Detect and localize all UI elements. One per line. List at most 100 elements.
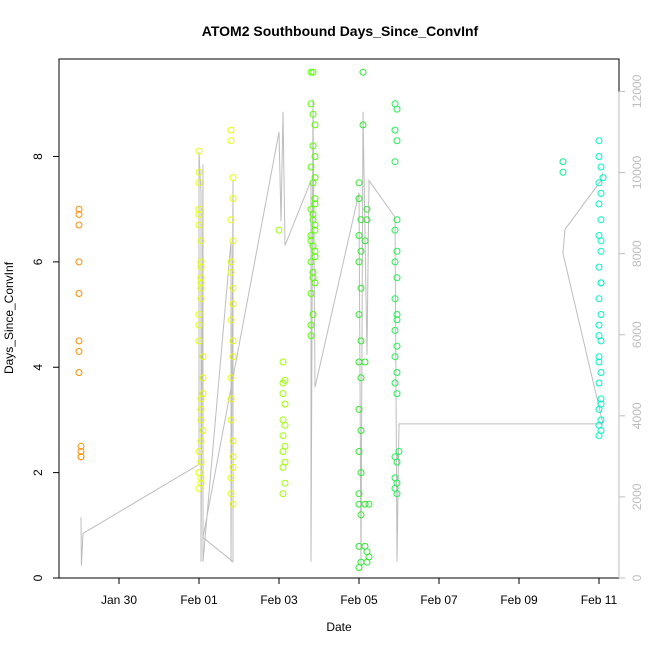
data-point xyxy=(597,163,605,171)
data-point xyxy=(195,205,203,213)
data-point xyxy=(229,237,237,245)
data-point xyxy=(195,448,203,455)
data-point xyxy=(229,353,237,361)
data-point xyxy=(229,284,237,292)
data-point xyxy=(307,258,315,266)
data-point xyxy=(391,326,399,334)
data-point xyxy=(597,189,605,197)
data-point xyxy=(275,226,283,234)
data-point xyxy=(597,216,605,224)
data-point xyxy=(195,147,203,155)
data-point xyxy=(75,221,83,229)
data-point xyxy=(281,421,289,429)
data-point xyxy=(307,100,315,108)
data-point xyxy=(597,311,605,318)
data-point xyxy=(595,137,603,145)
data-point xyxy=(393,216,401,224)
data-point xyxy=(197,258,205,266)
data-point xyxy=(75,369,83,376)
series-3 xyxy=(307,68,319,340)
data-point xyxy=(393,137,401,145)
data-point xyxy=(393,390,401,398)
data-point xyxy=(229,174,237,182)
data-point xyxy=(307,232,315,239)
data-point xyxy=(197,405,205,413)
data-point xyxy=(309,274,317,282)
data-point xyxy=(391,295,399,303)
data-point xyxy=(357,337,365,345)
data-point xyxy=(391,126,399,134)
data-point xyxy=(197,274,205,282)
data-point xyxy=(229,300,237,308)
data-point xyxy=(355,448,363,455)
data-point xyxy=(75,210,83,218)
data-point xyxy=(281,479,289,487)
data-point xyxy=(595,179,603,187)
data-point xyxy=(309,210,317,218)
x-axis: Jan 30 Feb 01 Feb 03 Feb 05 Feb 07 Feb 09 Feb … xyxy=(101,578,618,607)
points-layer xyxy=(75,68,607,571)
data-point xyxy=(597,400,605,408)
data-point xyxy=(197,284,205,292)
data-point xyxy=(279,432,287,440)
data-point xyxy=(227,416,235,424)
y-tick-label: 8 xyxy=(31,153,45,160)
data-point xyxy=(77,448,85,455)
data-point xyxy=(357,469,365,477)
y-tick-label: 6 xyxy=(31,258,45,265)
data-point xyxy=(355,405,363,413)
data-point xyxy=(227,258,235,266)
series-4 xyxy=(355,68,373,571)
secondary-y-axis: 0 2000 4000 6000 8000 10000 12000 xyxy=(618,74,644,581)
y2-tick-label: 8000 xyxy=(630,240,644,267)
y2-tick-label: 0 xyxy=(630,574,644,581)
data-point xyxy=(359,68,367,76)
data-point xyxy=(227,268,235,276)
data-point xyxy=(279,490,287,498)
series-2 xyxy=(275,226,289,498)
data-point xyxy=(595,321,603,329)
data-point xyxy=(355,179,363,187)
data-point xyxy=(391,379,399,387)
data-point xyxy=(355,195,363,203)
data-point xyxy=(229,453,237,461)
data-point xyxy=(227,316,235,324)
data-point xyxy=(597,279,605,287)
y2-tick-label: 4000 xyxy=(630,402,644,429)
data-point xyxy=(229,195,237,203)
data-point xyxy=(197,437,205,445)
data-point xyxy=(365,553,373,561)
data-point xyxy=(597,247,605,255)
data-point xyxy=(307,290,315,297)
y-tick-label: 2 xyxy=(31,469,45,476)
data-point xyxy=(311,195,319,203)
data-point xyxy=(361,358,369,366)
series-5 xyxy=(391,100,403,498)
y-axis: 0 2 4 6 8 xyxy=(31,153,59,581)
data-point xyxy=(309,110,317,118)
data-point xyxy=(229,437,237,445)
x-tick-label: Feb 07 xyxy=(420,593,458,607)
data-point xyxy=(197,458,205,466)
data-point xyxy=(227,490,235,498)
data-point xyxy=(279,448,287,455)
data-point xyxy=(195,311,203,318)
series-7 xyxy=(595,137,607,440)
data-point xyxy=(559,158,567,166)
data-point xyxy=(195,179,203,187)
x-tick-label: Feb 01 xyxy=(180,593,218,607)
chart-title: ATOM2 Southbound Days_Since_ConvInf xyxy=(202,23,479,39)
data-point xyxy=(227,374,235,382)
data-point xyxy=(197,263,205,271)
data-point xyxy=(391,353,399,361)
x-tick-label: Feb 09 xyxy=(500,593,538,607)
data-point xyxy=(311,221,319,229)
data-point xyxy=(597,369,605,376)
data-point xyxy=(393,247,401,255)
data-point xyxy=(357,247,365,255)
y2-tick-label: 10000 xyxy=(630,156,644,190)
data-point xyxy=(355,490,363,498)
data-point xyxy=(393,311,401,318)
data-point xyxy=(311,247,319,255)
data-point xyxy=(279,463,287,471)
